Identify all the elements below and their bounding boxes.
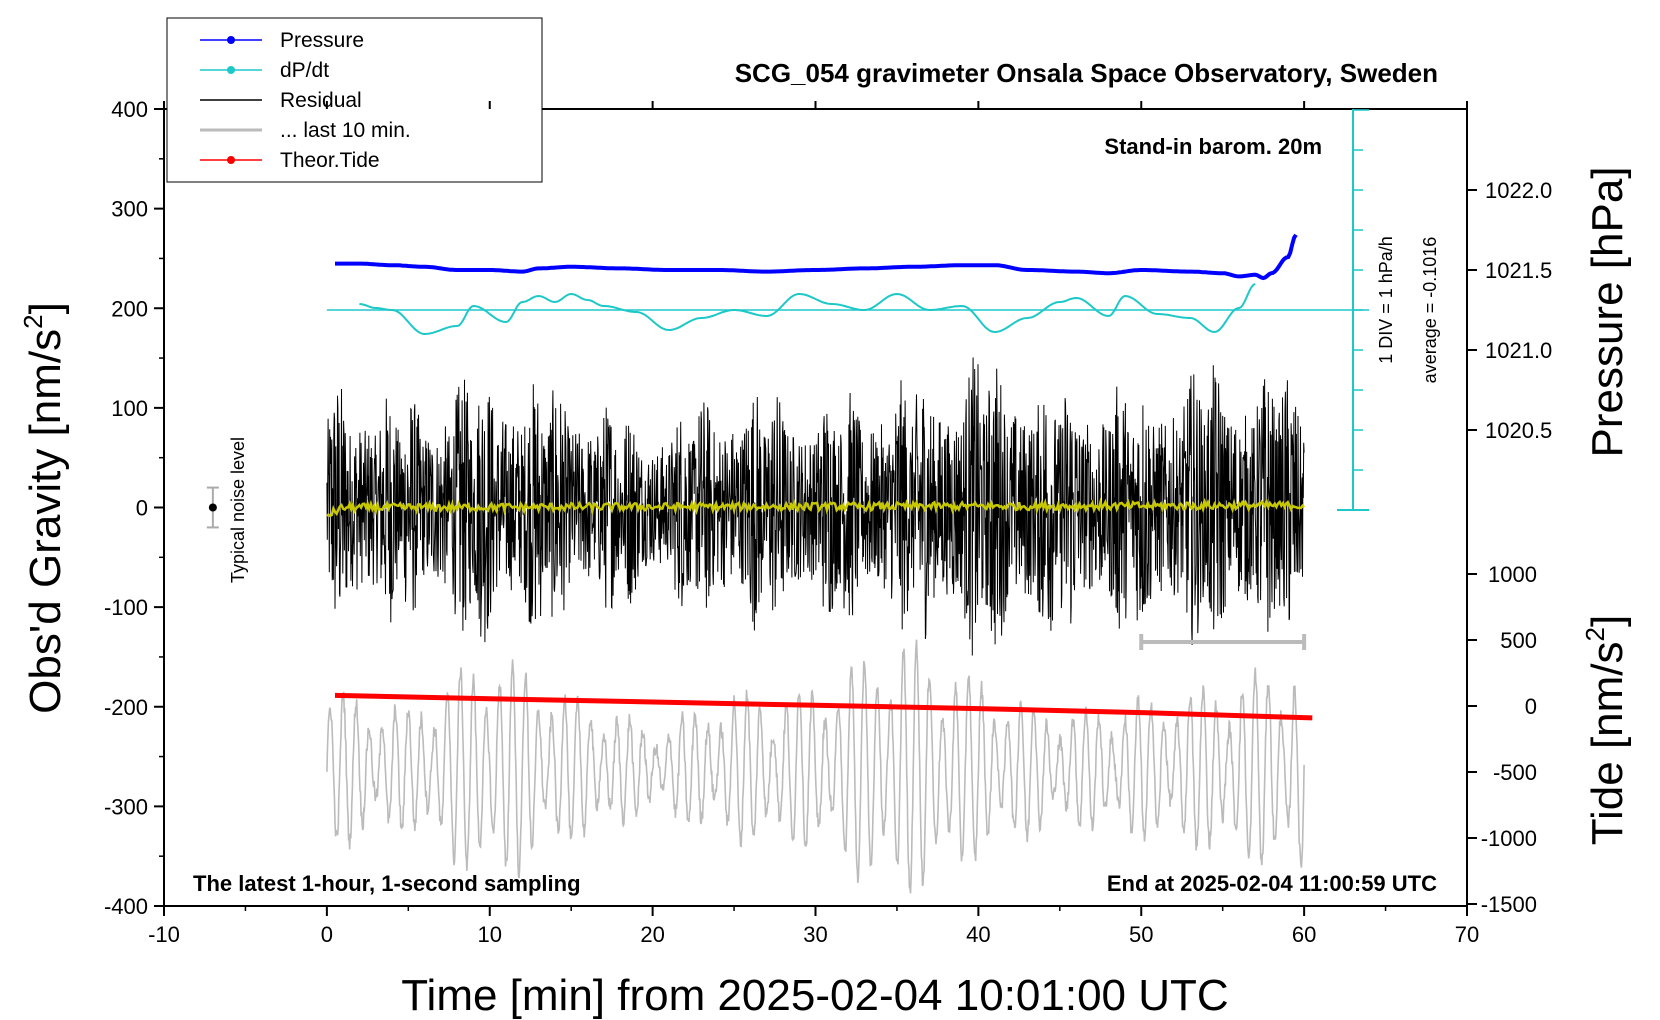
y-tick-label: 300	[111, 197, 148, 222]
x-tick-label: -10	[148, 922, 180, 947]
x-tick-label: 50	[1129, 922, 1153, 947]
legend-label: ... last 10 min.	[280, 119, 411, 142]
y-tick-label: 400	[111, 97, 148, 122]
y-tick-label: 100	[111, 396, 148, 421]
legend-label: dP/dt	[280, 59, 329, 82]
bottom-right-note: End at 2025-02-04 11:00:59 UTC	[1107, 871, 1437, 896]
svg-text:Tide [nm/s2]: Tide [nm/s2]	[1580, 615, 1632, 845]
x-tick-label: 10	[478, 922, 502, 947]
dpdt-series-line	[359, 283, 1256, 335]
svg-text:Obs'd Gravity [nm/s2]: Obs'd Gravity [nm/s2]	[18, 302, 70, 714]
tide-tick-label: 500	[1500, 628, 1537, 653]
noise-level-note: Typical noise level	[228, 437, 248, 583]
tide-tick-label: -500	[1493, 760, 1537, 785]
tide-tick-label: 1000	[1488, 562, 1537, 587]
x-tick-label: 70	[1455, 922, 1479, 947]
legend-marker	[227, 66, 235, 74]
y-tick-label: -100	[104, 595, 148, 620]
legend-label: Pressure	[280, 29, 364, 52]
pressure-series-line	[335, 233, 1298, 281]
y-tick-label: 0	[136, 496, 148, 521]
legend-label: Residual	[280, 89, 362, 112]
dpdt-div-note: 1 DIV = 1 hPa/h	[1376, 236, 1396, 364]
chart-title: SCG_054 gravimeter Onsala Space Observat…	[735, 58, 1438, 88]
x-tick-label: 40	[966, 922, 990, 947]
x-tick-label: 20	[640, 922, 664, 947]
tide-tick-label: -1000	[1481, 826, 1537, 851]
legend-marker	[227, 36, 235, 44]
pressure-tick-label: 1022.0	[1485, 178, 1552, 203]
legend-marker	[227, 156, 235, 164]
tide-tick-label: -1500	[1481, 892, 1537, 917]
y-tick-label: -200	[104, 695, 148, 720]
barometer-note: Stand-in barom. 20m	[1104, 134, 1322, 159]
y-tick-label: 200	[111, 296, 148, 321]
legend-label: Theor.Tide	[280, 149, 380, 172]
y-axis-label: Obs'd Gravity [nm/s2]	[18, 302, 70, 714]
pressure-axis-label: Pressure [hPa]	[1583, 166, 1632, 457]
tide-axis-label: Tide [nm/s2]	[1580, 615, 1632, 845]
legend: Pressure dP/dt Residual ... last 10 min. The…	[166, 17, 543, 183]
x-tick-label: 60	[1292, 922, 1316, 947]
y-tick-label: -400	[104, 894, 148, 919]
pressure-tick-label: 1021.5	[1485, 258, 1552, 283]
last-10min-series-line	[326, 639, 1305, 894]
theor-tide-series-line	[334, 692, 1313, 721]
tide-tick-label: 0	[1525, 694, 1537, 719]
filtered-residual-line	[326, 497, 1305, 518]
x-tick-label: 30	[803, 922, 827, 947]
bottom-left-note: The latest 1-hour, 1-second sampling	[193, 871, 581, 896]
residual-series-line	[326, 357, 1305, 656]
pressure-tick-label: 1020.5	[1485, 418, 1552, 443]
dpdt-average-note: average = -0.1016	[1420, 237, 1440, 384]
noise-level-dot	[208, 503, 217, 512]
y-tick-label: -300	[104, 794, 148, 819]
x-axis-label: Time [min] from 2025-02-04 10:01:00 UTC	[401, 971, 1228, 1020]
x-tick-label: 0	[321, 922, 333, 947]
pressure-tick-label: 1021.0	[1485, 338, 1552, 363]
